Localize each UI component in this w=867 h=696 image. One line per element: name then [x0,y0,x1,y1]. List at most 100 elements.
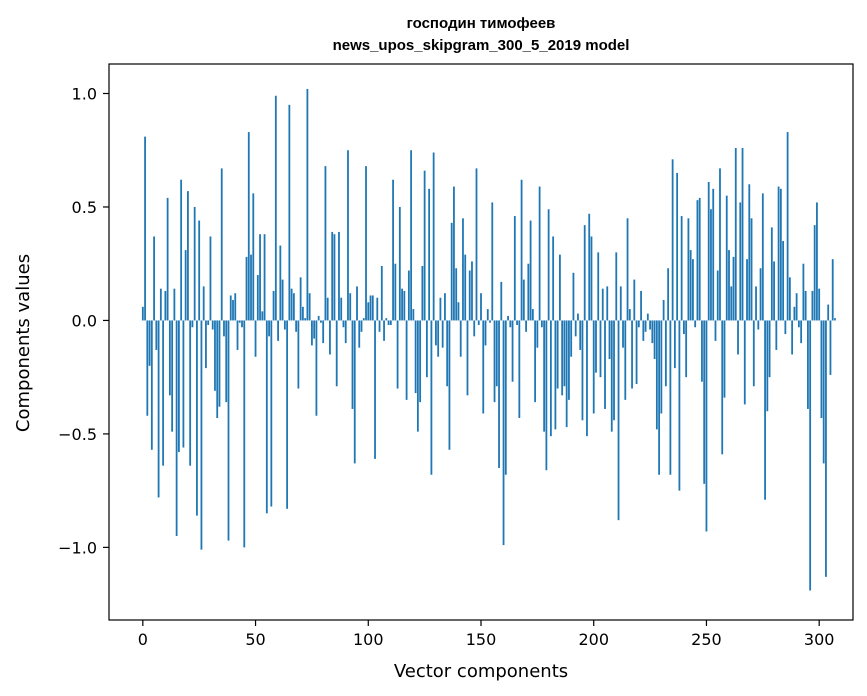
bar-17 [180,179,183,321]
bar-302 [822,320,825,464]
bar-98 [362,318,365,321]
bar-214 [624,320,627,400]
bar-272 [755,286,757,321]
bar-264 [737,320,739,355]
bar-69 [297,320,300,389]
bar-93 [351,320,354,409]
bar-61 [279,245,282,321]
bar-92 [349,293,352,321]
bar-194 [579,320,582,350]
bar-307 [834,318,836,321]
bar-64 [286,320,289,509]
bar-63 [283,320,286,330]
bar-21 [189,320,192,466]
bar-236 [673,320,676,369]
bar-250 [705,320,708,532]
bar-241 [685,320,688,378]
y-tick-label-0: −1.0 [58,538,97,557]
bar-53 [261,311,264,321]
bar-145 [468,270,471,321]
bar-57 [270,320,273,507]
bar-127 [428,188,431,321]
bar-200 [592,320,595,414]
y-axis-label: Components values [13,254,34,432]
y-tick-label-1: −0.5 [58,425,97,444]
bar-235 [671,159,674,321]
bar-20 [187,191,189,321]
bar-204 [601,288,604,321]
bar-88 [340,297,343,321]
y-tick-label-2: 0.0 [72,311,97,330]
bar-138 [453,186,455,321]
bar-179 [545,320,548,471]
bar-233 [667,268,670,321]
bar-114 [398,206,401,321]
bar-146 [471,261,473,321]
bar-253 [712,188,715,321]
bar-46 [245,256,248,321]
bar-82 [326,297,329,321]
bar-143 [464,254,467,321]
bar-248 [701,320,703,382]
x-tick-label-3: 150 [466,630,497,649]
bar-91 [347,150,349,321]
bar-26 [200,320,203,550]
bar-140 [457,302,460,321]
bar-230 [660,320,663,414]
bar-188 [565,320,568,428]
bar-281 [775,320,778,350]
bar-15 [175,320,178,537]
bar-60 [277,320,279,341]
bar-102 [371,295,374,321]
bar-50 [254,320,257,357]
bar-254 [714,320,717,341]
bar-202 [597,252,600,321]
bar-116 [403,290,406,321]
bar-175 [536,320,539,348]
bar-162 [507,315,509,321]
bar-296 [809,320,812,591]
bar-25 [198,220,201,321]
bar-238 [678,320,681,491]
bar-11 [166,197,169,321]
x-tick-label-4: 200 [578,630,609,649]
bar-246 [696,200,699,321]
bar-189 [568,320,570,400]
bar-41 [234,293,237,321]
bar-259 [725,195,728,321]
bar-12 [168,320,171,396]
bar-249 [703,320,706,484]
bar-184 [556,320,559,389]
bar-170 [525,320,527,332]
bar-96 [358,320,361,348]
bar-277 [766,320,769,412]
bar-178 [543,320,546,432]
bar-159 [500,281,503,321]
bar-271 [752,320,755,387]
bar-273 [757,320,760,330]
bar-110 [389,320,392,325]
bar-58 [272,290,275,321]
bar-215 [626,218,629,321]
bar-142 [462,218,464,321]
bar-35 [220,168,223,321]
bar-245 [694,320,697,328]
bar-70 [299,277,302,321]
bar-206 [606,286,609,321]
bar-299 [816,202,818,321]
bar-126 [425,320,428,378]
bar-174 [534,320,537,403]
bar-218 [633,279,636,321]
bar-252 [710,209,712,321]
bar-304 [827,304,830,321]
bar-275 [761,193,764,321]
bar-220 [637,320,640,328]
bar-51 [256,275,259,321]
bar-72 [304,318,307,321]
bar-270 [750,218,753,321]
bar-251 [707,182,710,321]
bar-14 [173,288,176,321]
bar-106 [380,265,383,321]
plot-frame [108,63,854,621]
bar-207 [608,320,611,360]
